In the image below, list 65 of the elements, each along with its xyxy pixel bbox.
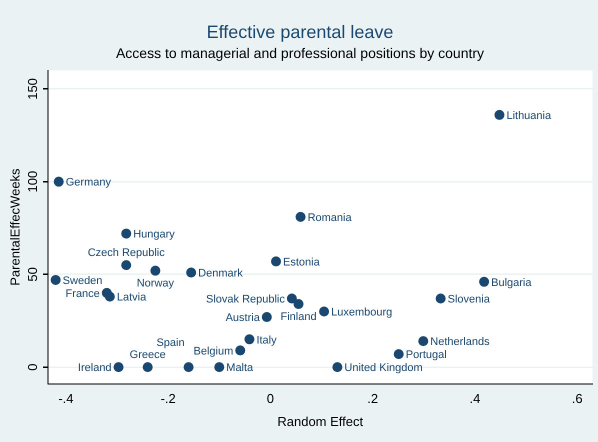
data-label: Denmark	[198, 268, 244, 280]
data-label: France	[66, 288, 100, 300]
point	[121, 228, 132, 239]
data-label: Finland	[280, 311, 317, 324]
point	[296, 212, 306, 222]
data-label: Netherlands	[430, 336, 490, 348]
point	[214, 362, 224, 372]
data-label: Czech Republic	[88, 247, 166, 260]
point	[286, 293, 297, 304]
data-label: Greece	[130, 349, 166, 362]
point	[271, 256, 282, 266]
data-label: Bulgaria	[491, 276, 532, 289]
point	[142, 362, 153, 372]
data-label: Malta	[226, 362, 254, 374]
point	[235, 345, 246, 356]
chart-title: Effective parental leave	[206, 22, 394, 42]
point	[54, 176, 64, 187]
y-tick-label: 150	[25, 78, 40, 100]
data-label: Spain	[156, 337, 185, 350]
point	[436, 293, 446, 304]
point	[104, 292, 115, 302]
chart-subtitle: Access to managerial and professional positions by country	[116, 44, 484, 61]
y-tick-label: 100	[25, 170, 40, 193]
point	[114, 362, 124, 372]
x-axis-title: Random Effect	[277, 414, 364, 429]
y-tick-label: 0	[25, 363, 40, 371]
data-label: Slovak Republic	[206, 294, 286, 306]
point	[50, 274, 61, 285]
point	[294, 299, 304, 310]
x-tick-label: .4	[469, 391, 480, 406]
y-axis-title: ParentalEffecWeeks	[7, 168, 22, 286]
data-label: Italy	[256, 334, 278, 346]
point	[244, 334, 254, 344]
data-label: Hungary	[133, 228, 176, 241]
data-label: Romania	[308, 212, 352, 224]
point	[479, 276, 490, 287]
point	[332, 362, 342, 372]
data-label: Estonia	[283, 256, 321, 268]
point	[394, 349, 404, 360]
point	[418, 336, 428, 346]
data-label: Germany	[66, 176, 112, 189]
x-tick-label: .6	[572, 391, 583, 406]
x-tick-label: 0	[266, 391, 274, 406]
data-label: Luxembourg	[331, 306, 392, 319]
data-label: Belgium	[193, 345, 234, 358]
point	[184, 362, 194, 372]
data-label: Norway	[136, 278, 175, 290]
data-label: Sweden	[62, 274, 102, 287]
data-label: Slovenia	[448, 294, 491, 306]
data-label: Austria	[226, 312, 261, 324]
x-tick-label: -.4	[58, 391, 74, 406]
data-label: United Kingdom	[344, 362, 423, 374]
point	[319, 306, 330, 316]
x-tick-label: -.2	[160, 391, 176, 406]
point	[494, 110, 504, 120]
data-label: Portugal	[406, 349, 447, 362]
data-label: Latvia	[116, 292, 148, 304]
point	[186, 268, 196, 278]
point	[150, 266, 160, 276]
y-tick-label: 50	[25, 267, 40, 282]
data-label: Lithuania	[506, 110, 552, 122]
point	[121, 260, 132, 270]
x-tick-label: .2	[367, 391, 378, 406]
data-label: Ireland	[78, 362, 112, 374]
point	[262, 312, 272, 322]
